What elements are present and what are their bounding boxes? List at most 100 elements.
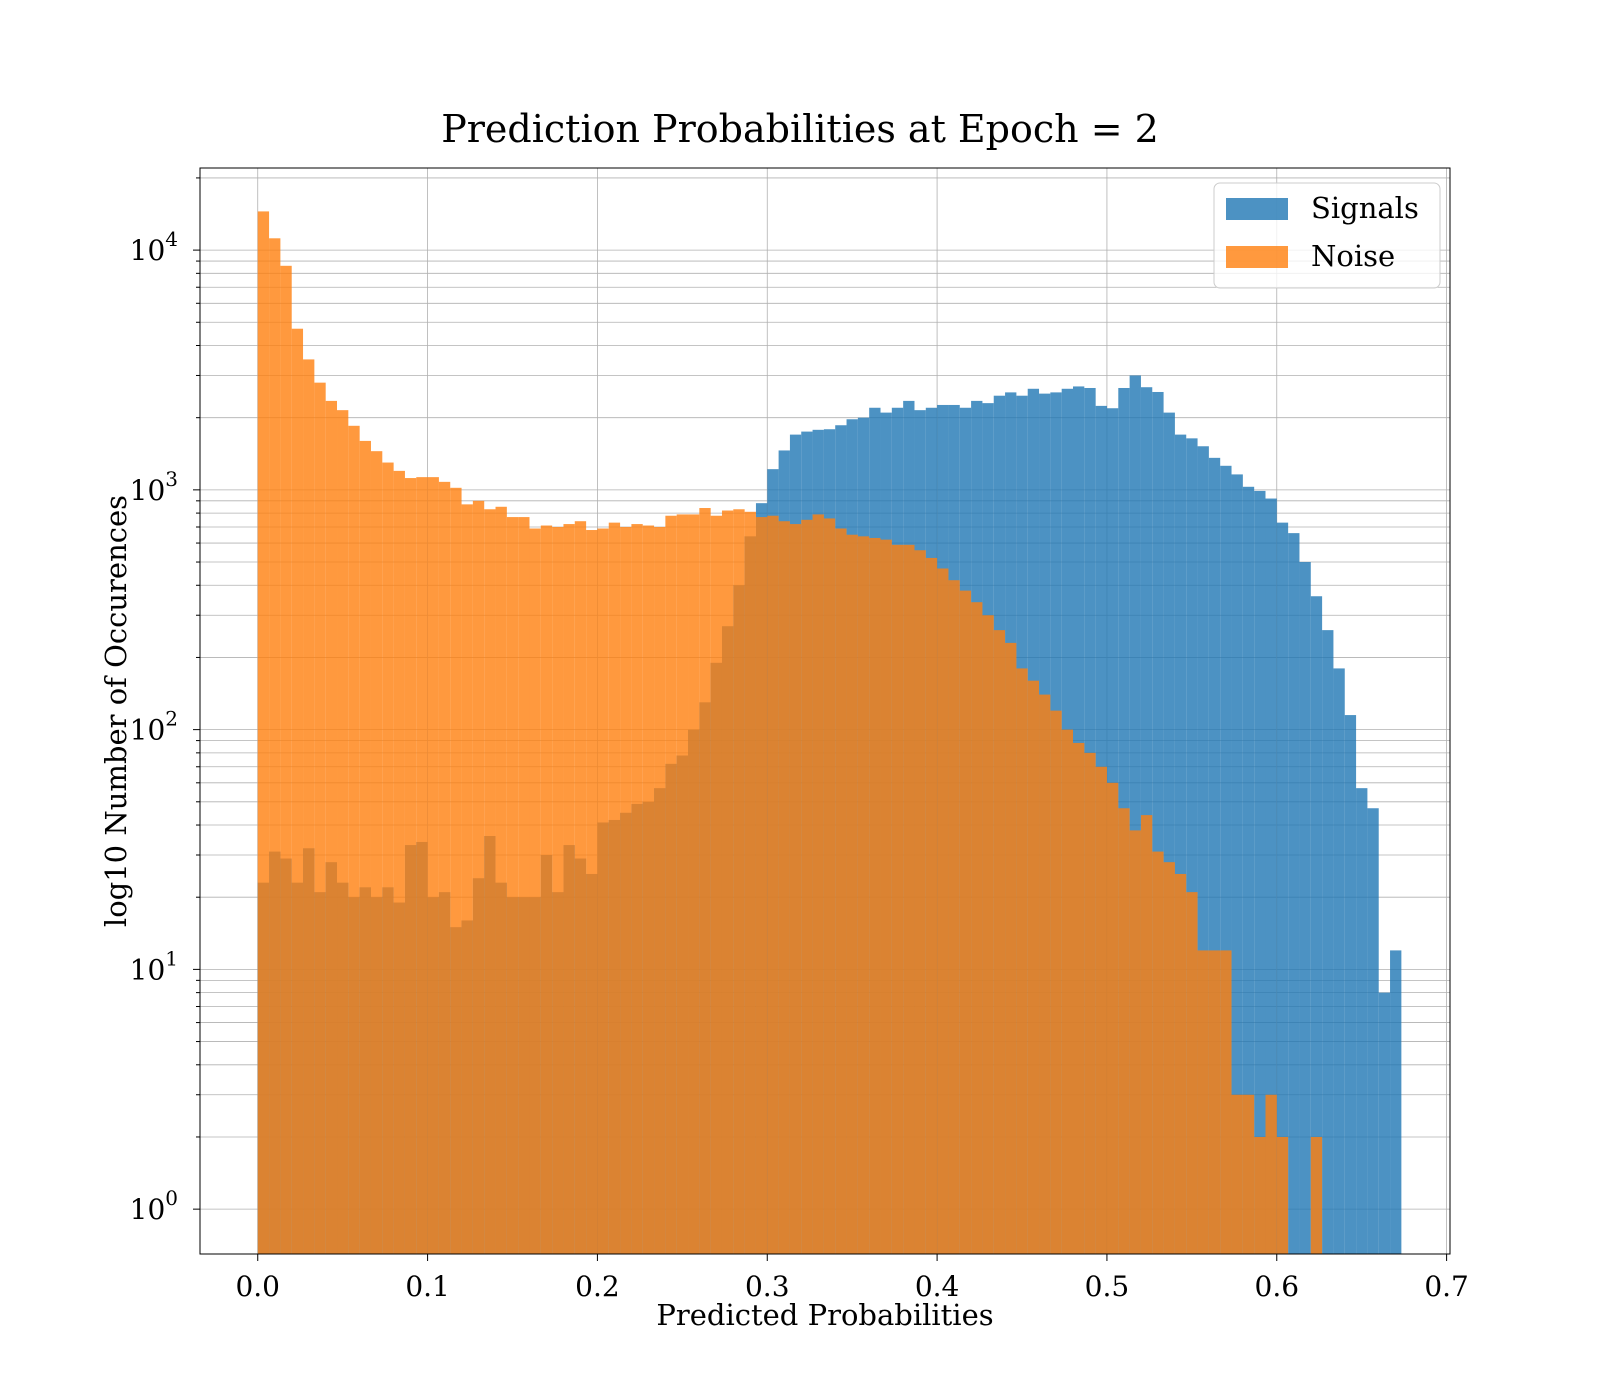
y-tick-label: 103 bbox=[130, 467, 178, 507]
x-tick-label: 0.0 bbox=[235, 1270, 280, 1303]
bar-series-1-bin-32 bbox=[620, 527, 632, 1254]
bar-series-1-bin-44 bbox=[755, 517, 768, 1254]
y-axis-ticks: 100 101 102 103 104 bbox=[130, 177, 200, 1226]
x-tick-label: 0.4 bbox=[915, 1270, 960, 1303]
legend-swatch-1 bbox=[1226, 246, 1288, 268]
bar-series-1-bin-90 bbox=[1276, 1136, 1289, 1254]
bar-series-1-bin-22 bbox=[506, 517, 519, 1254]
bar-series-1-bin-8 bbox=[348, 425, 360, 1254]
histogram-bars bbox=[257, 211, 1402, 1255]
bar-series-1-bin-63 bbox=[971, 602, 983, 1254]
bar-series-1-bin-50 bbox=[823, 518, 836, 1254]
bar-series-1-bin-38 bbox=[688, 514, 700, 1254]
bar-series-1-bin-4 bbox=[303, 359, 315, 1254]
bar-series-1-bin-62 bbox=[959, 590, 972, 1254]
bar-series-1-bin-83 bbox=[1197, 950, 1209, 1254]
bar-series-1-bin-60 bbox=[937, 568, 949, 1254]
bar-series-1-bin-57 bbox=[903, 544, 915, 1254]
chart-title: Prediction Probabilities at Epoch = 2 bbox=[441, 107, 1159, 151]
bar-series-1-bin-30 bbox=[597, 528, 609, 1254]
bar-series-1-bin-43 bbox=[744, 511, 756, 1254]
bar-series-1-bin-24 bbox=[529, 528, 541, 1254]
bar-series-0-bin-82 bbox=[1186, 438, 1198, 1255]
bar-series-1-bin-65 bbox=[993, 630, 1006, 1254]
bar-series-0-bin-98 bbox=[1367, 808, 1379, 1254]
bar-series-1-bin-58 bbox=[914, 550, 926, 1254]
bar-series-1-bin-1 bbox=[269, 238, 281, 1254]
bar-series-1-bin-23 bbox=[518, 517, 530, 1254]
bar-series-0-bin-77 bbox=[1129, 375, 1141, 1255]
y-axis-label: log10 Number of Occurences bbox=[99, 495, 133, 927]
bar-series-1-bin-27 bbox=[563, 524, 575, 1254]
bar-series-1-bin-47 bbox=[789, 524, 802, 1254]
bar-series-1-bin-77 bbox=[1129, 830, 1141, 1254]
bar-series-1-bin-0 bbox=[257, 211, 270, 1254]
y-tick-label: 100 bbox=[130, 1186, 178, 1226]
bar-series-1-bin-18 bbox=[461, 504, 473, 1254]
bar-series-1-bin-69 bbox=[1039, 694, 1051, 1254]
x-tick-label: 0.3 bbox=[745, 1270, 790, 1303]
y-tick-label: 104 bbox=[130, 227, 178, 267]
bar-series-1-bin-48 bbox=[801, 519, 813, 1254]
x-axis-label: Predicted Probabilities bbox=[656, 1298, 993, 1332]
bar-series-1-bin-78 bbox=[1140, 815, 1153, 1254]
bar-series-1-bin-85 bbox=[1220, 950, 1232, 1254]
bar-series-1-bin-29 bbox=[586, 530, 598, 1254]
bar-series-0-bin-80 bbox=[1163, 412, 1175, 1254]
bar-series-1-bin-81 bbox=[1174, 873, 1187, 1254]
bar-series-0-bin-81 bbox=[1174, 434, 1187, 1254]
bar-series-1-bin-31 bbox=[608, 522, 621, 1254]
bar-series-1-bin-89 bbox=[1265, 1094, 1277, 1254]
bar-series-1-bin-46 bbox=[778, 521, 790, 1254]
bar-series-0-bin-96 bbox=[1344, 715, 1357, 1254]
bar-series-1-bin-80 bbox=[1163, 862, 1175, 1254]
bar-series-0-bin-83 bbox=[1197, 446, 1209, 1254]
bar-series-1-bin-66 bbox=[1005, 642, 1017, 1254]
bar-series-1-bin-42 bbox=[733, 509, 745, 1254]
bar-series-1-bin-9 bbox=[359, 440, 371, 1255]
bar-series-1-bin-54 bbox=[869, 537, 881, 1254]
bar-series-1-bin-56 bbox=[891, 544, 904, 1254]
bar-series-1-bin-39 bbox=[699, 508, 711, 1254]
legend: Signals Noise bbox=[1213, 182, 1441, 289]
bar-series-1-bin-17 bbox=[450, 487, 462, 1254]
bar-series-1-bin-75 bbox=[1106, 782, 1119, 1254]
bar-series-1-bin-88 bbox=[1254, 1136, 1266, 1254]
bar-series-1-bin-52 bbox=[846, 534, 858, 1254]
x-axis-ticks: 0.0 0.1 0.2 0.3 0.4 0.5 0.6 0.7 bbox=[235, 1254, 1469, 1303]
bar-series-0-bin-95 bbox=[1333, 668, 1345, 1254]
y-tick-label: 102 bbox=[130, 707, 178, 747]
bar-series-1-bin-64 bbox=[982, 615, 994, 1254]
bar-series-0-bin-92 bbox=[1299, 562, 1311, 1254]
bar-series-1-bin-71 bbox=[1061, 729, 1074, 1254]
x-tick-label: 0.1 bbox=[405, 1270, 450, 1303]
bar-series-1-bin-76 bbox=[1118, 808, 1130, 1254]
bar-series-1-bin-2 bbox=[280, 265, 292, 1255]
legend-label-0: Signals bbox=[1311, 191, 1419, 225]
bar-series-1-bin-72 bbox=[1073, 742, 1085, 1254]
bar-series-1-bin-26 bbox=[552, 527, 564, 1254]
x-tick-label: 0.2 bbox=[575, 1270, 620, 1303]
bar-series-1-bin-61 bbox=[948, 580, 960, 1254]
bar-series-1-bin-34 bbox=[642, 525, 655, 1254]
bar-series-1-bin-93 bbox=[1310, 1136, 1323, 1254]
bar-series-1-bin-55 bbox=[880, 539, 892, 1254]
bar-series-1-bin-51 bbox=[835, 528, 847, 1254]
x-tick-label: 0.7 bbox=[1424, 1270, 1469, 1303]
bar-series-1-bin-3 bbox=[291, 328, 304, 1255]
bar-series-0-bin-87 bbox=[1242, 486, 1255, 1254]
bar-series-1-bin-13 bbox=[404, 478, 417, 1254]
bar-series-1-bin-15 bbox=[427, 477, 439, 1255]
plot-frame bbox=[199, 167, 1451, 1255]
bar-series-1-bin-45 bbox=[767, 515, 779, 1254]
bar-series-1-bin-35 bbox=[654, 527, 666, 1254]
bar-series-1-bin-86 bbox=[1231, 1094, 1243, 1254]
bar-series-1-bin-79 bbox=[1152, 851, 1164, 1254]
bar-series-1-bin-28 bbox=[574, 521, 587, 1254]
bar-series-0-bin-94 bbox=[1322, 630, 1334, 1254]
bar-series-0-bin-79 bbox=[1152, 391, 1164, 1254]
bar-series-1-bin-10 bbox=[370, 451, 383, 1255]
bar-series-1-bin-21 bbox=[495, 506, 507, 1254]
bar-series-0-bin-85 bbox=[1220, 465, 1232, 1254]
